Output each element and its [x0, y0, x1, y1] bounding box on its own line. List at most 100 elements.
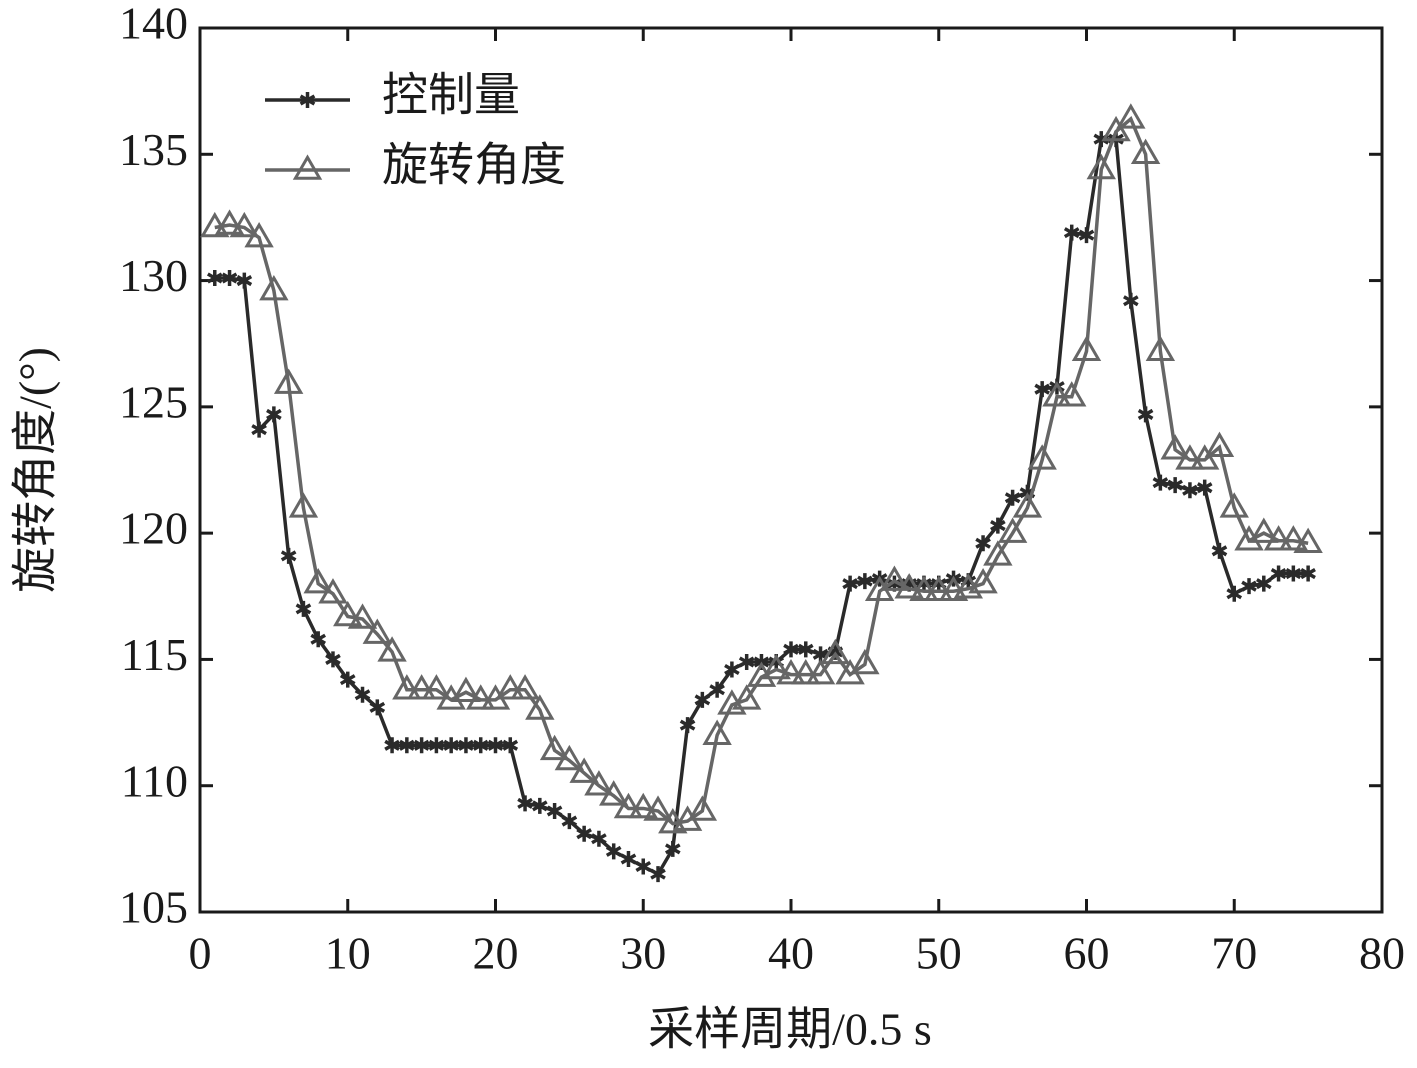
- triangle-marker: [820, 638, 851, 665]
- triangle-marker: [850, 648, 880, 675]
- triangle-marker: [466, 684, 496, 710]
- triangle-marker: [451, 676, 481, 703]
- asterisk-marker: [1152, 474, 1169, 491]
- triangle-marker: [731, 684, 762, 710]
- triangle-marker: [569, 757, 599, 783]
- triangle-marker: [1278, 525, 1309, 551]
- triangle-marker: [628, 792, 658, 819]
- asterisk-marker: [842, 575, 858, 592]
- asterisk-marker: [413, 737, 430, 754]
- asterisk-marker: [1196, 479, 1213, 496]
- asterisk-marker: [487, 737, 504, 754]
- asterisk-marker: [1078, 227, 1095, 244]
- asterisk-marker: [620, 850, 637, 867]
- triangle-marker: [791, 658, 821, 685]
- triangle-marker: [1130, 138, 1161, 165]
- triangle-marker: [1101, 115, 1131, 142]
- asterisk-marker: [709, 681, 725, 698]
- triangle-marker: [229, 211, 260, 238]
- triangle-marker: [539, 734, 570, 761]
- triangle-marker: [259, 275, 289, 301]
- asterisk-marker: [1211, 542, 1228, 559]
- asterisk-marker: [546, 802, 563, 819]
- asterisk-marker: [561, 813, 578, 830]
- triangle-marker: [1027, 444, 1057, 470]
- triangle-marker: [392, 674, 422, 700]
- asterisk-marker: [369, 699, 386, 716]
- triangle-marker: [1071, 335, 1102, 362]
- triangle-marker: [1086, 153, 1116, 180]
- triangle-marker: [924, 575, 954, 601]
- asterisk-marker: [1226, 585, 1243, 602]
- triangle-marker: [1160, 434, 1190, 460]
- x-tick-label: 70: [1211, 928, 1257, 979]
- triangle-marker: [273, 368, 304, 394]
- y-tick-label: 135: [119, 124, 188, 175]
- triangle-marker: [687, 795, 718, 821]
- asterisk-marker: [1270, 565, 1287, 582]
- asterisk-marker: [635, 858, 652, 875]
- asterisk-marker: [738, 653, 755, 670]
- x-tick-label: 60: [1064, 928, 1110, 979]
- triangle-marker: [776, 658, 806, 685]
- asterisk-marker: [1137, 406, 1154, 423]
- asterisk-marker: [1167, 477, 1183, 494]
- triangle-marker: [1219, 492, 1249, 518]
- triangle-marker: [1057, 381, 1087, 407]
- triangle-marker: [1012, 492, 1043, 518]
- triangle-marker: [554, 744, 585, 771]
- legend-marker: [299, 92, 316, 108]
- asterisk-marker: [664, 840, 681, 857]
- triangle-marker: [244, 221, 274, 248]
- series-line: [214, 116, 1309, 826]
- asterisk-marker: [605, 843, 622, 860]
- y-axis-label: 旋转角度/(°): [10, 347, 61, 593]
- triangle-marker: [318, 578, 348, 604]
- asterisk-marker: [399, 737, 415, 754]
- legend-marker: [292, 154, 323, 180]
- asterisk-marker: [280, 547, 297, 564]
- triangle-marker: [702, 719, 732, 745]
- x-tick-label: 30: [620, 928, 666, 979]
- asterisk-marker: [650, 866, 666, 883]
- asterisk-marker: [458, 737, 474, 754]
- triangle-marker: [510, 674, 540, 700]
- asterisk-marker: [783, 641, 799, 658]
- asterisk-marker: [221, 270, 238, 287]
- legend-label: 控制量: [382, 70, 520, 121]
- triangle-marker: [879, 565, 910, 591]
- y-tick-label: 140: [119, 0, 188, 49]
- triangle-marker: [1293, 527, 1323, 553]
- y-tick-label: 130: [119, 250, 188, 301]
- asterisk-marker: [1123, 292, 1139, 309]
- asterisk-marker: [1034, 381, 1050, 398]
- triangle-marker: [1042, 381, 1072, 407]
- triangle-marker: [288, 492, 319, 518]
- asterisk-marker: [797, 641, 814, 658]
- asterisk-marker: [266, 406, 282, 423]
- y-tick-label: 115: [121, 629, 188, 680]
- triangle-marker: [968, 568, 998, 594]
- y-tick-label: 105: [119, 882, 188, 933]
- triangle-marker: [894, 573, 924, 599]
- triangle-marker: [909, 575, 939, 601]
- asterisk-marker: [1182, 482, 1198, 499]
- asterisk-marker: [724, 661, 740, 678]
- asterisk-marker: [339, 671, 356, 688]
- asterisk-marker: [472, 737, 489, 754]
- asterisk-marker: [591, 830, 607, 847]
- asterisk-marker: [310, 631, 327, 648]
- asterisk-marker: [517, 795, 533, 812]
- asterisk-marker: [857, 573, 873, 590]
- x-axis-label: 采样周期/0.5 s: [648, 1004, 932, 1055]
- asterisk-marker: [443, 737, 459, 754]
- asterisk-marker: [576, 825, 592, 842]
- plot-frame: [198, 26, 1384, 914]
- triangle-marker: [997, 517, 1028, 543]
- y-tick-label: 110: [121, 755, 188, 806]
- triangle-marker: [613, 792, 644, 819]
- triangle-marker: [1249, 517, 1279, 543]
- triangle-marker: [525, 694, 555, 720]
- triangle-marker: [983, 540, 1013, 566]
